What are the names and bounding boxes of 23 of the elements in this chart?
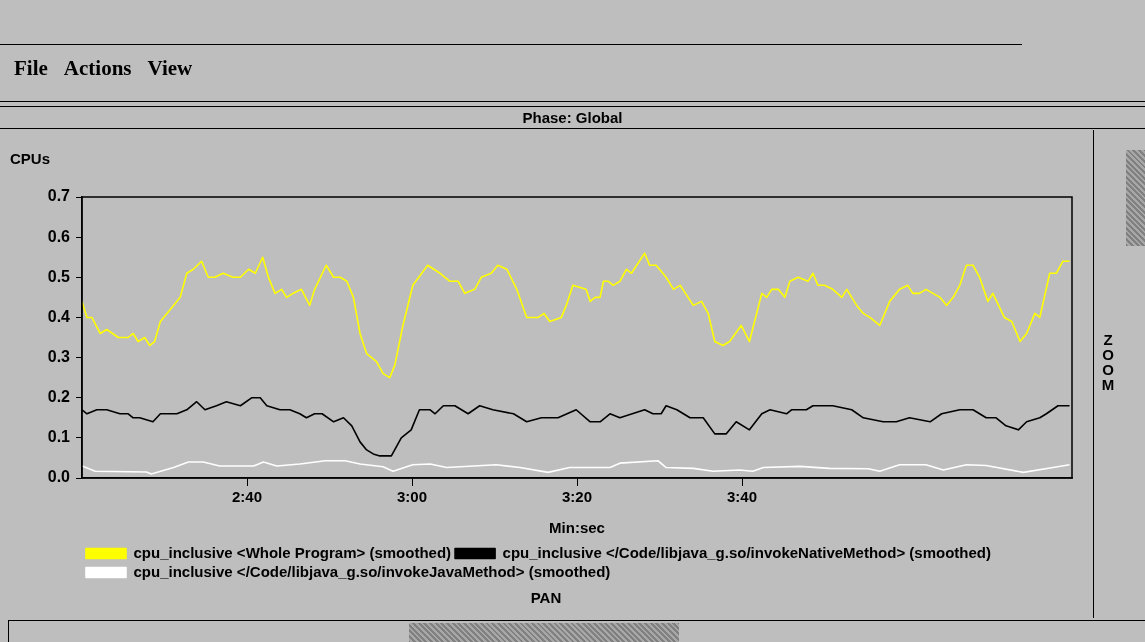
chart-title: Phase: Global bbox=[0, 106, 1145, 129]
text: ZOOM bbox=[1100, 331, 1116, 393]
x-axis-title: Min:sec bbox=[549, 519, 605, 537]
x-tick-label: 3:40 bbox=[726, 488, 758, 506]
y-tick-label: 0.4 bbox=[47, 307, 71, 325]
x-tick-label: 3:00 bbox=[396, 488, 428, 506]
text: Actions bbox=[63, 56, 132, 81]
legend-label: cpu_inclusive </Code/libjava_g.so/invokeJavaMethod> (smoothed) bbox=[133, 562, 611, 580]
y-tick-label: 0.2 bbox=[47, 388, 71, 406]
x-tick-label: 2:40 bbox=[231, 488, 263, 506]
y-tick-label: 0.7 bbox=[47, 187, 71, 205]
y-tick-label: 0.0 bbox=[47, 468, 71, 486]
y-tick-label: 0.1 bbox=[47, 428, 71, 446]
y-tick-label: 0.5 bbox=[47, 267, 71, 285]
text: File bbox=[14, 56, 48, 81]
legend-label: cpu_inclusive <Whole Program> (smoothed) bbox=[133, 543, 452, 561]
text: View bbox=[147, 56, 193, 81]
text: PAN bbox=[529, 589, 563, 606]
x-tick-label: 3:20 bbox=[561, 488, 593, 506]
y-tick-label: 0.3 bbox=[47, 347, 71, 365]
y-axis-title: CPUs bbox=[10, 150, 51, 168]
y-tick-label: 0.6 bbox=[47, 227, 71, 245]
legend-label: cpu_inclusive </Code/libjava_g.so/invokeNativeMethod> (smoothed) bbox=[502, 543, 992, 561]
